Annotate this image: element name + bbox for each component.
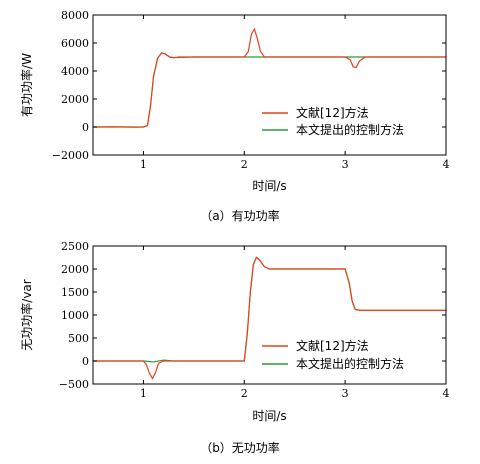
x-tick-label: 4	[443, 387, 450, 400]
y-tick-label: 2000	[61, 263, 89, 276]
y-tick-label: 1000	[61, 309, 89, 322]
x-tick-label: 1	[140, 387, 147, 400]
y-tick-label: 0	[82, 355, 89, 368]
y-tick-label: 2500	[61, 240, 89, 253]
x-tick-label: 4	[443, 158, 450, 171]
series-line-proposed	[93, 52, 446, 128]
x-tick-label: 3	[342, 387, 349, 400]
plot-frame	[92, 14, 447, 156]
y-tick-label: −500	[59, 378, 89, 391]
legend-label-ref12: 文献[12]方法	[296, 105, 369, 120]
legend-label-ref12: 文献[12]方法	[296, 338, 369, 353]
y-tick-label: 0	[82, 121, 89, 134]
y-axis-label: 无功功率/var	[19, 279, 34, 350]
y-tick-label: 4000	[61, 65, 89, 78]
series-line-ref12	[93, 256, 446, 380]
x-tick-label: 1	[140, 158, 147, 171]
y-tick-label: 2000	[61, 93, 89, 106]
y-tick-label: 8000	[61, 9, 89, 22]
x-tick-label: 3	[342, 158, 349, 171]
y-axis-label: 有功功率/W	[19, 53, 34, 117]
y-tick-label: 6000	[61, 37, 89, 50]
chart-active-power: 1 2 3 4 8000 6000 4000 2000 0 −2000 时间/s 有功功率/W 文献[1…	[19, 9, 450, 223]
y-tick-label: −2000	[52, 149, 89, 162]
series-line-ref12	[93, 27, 446, 128]
y-tick-label: 500	[68, 332, 89, 345]
panel-caption: （b）无功功率	[200, 440, 280, 455]
x-axis-label: 时间/s	[252, 409, 286, 423]
y-tick-label: 1500	[61, 286, 89, 299]
legend-label-proposed: 本文提出的控制方法	[296, 356, 404, 371]
panel-caption: （a）有功功率	[200, 208, 279, 223]
chart-reactive-power: 1 2 3 4 2500 2000 1500 1000 500 0 −500 时间/s 无功功率/var…	[19, 240, 450, 455]
x-tick-label: 2	[241, 387, 248, 400]
x-tick-label: 2	[241, 158, 248, 171]
x-axis-label: 时间/s	[252, 179, 286, 193]
legend-label-proposed: 本文提出的控制方法	[296, 122, 404, 137]
